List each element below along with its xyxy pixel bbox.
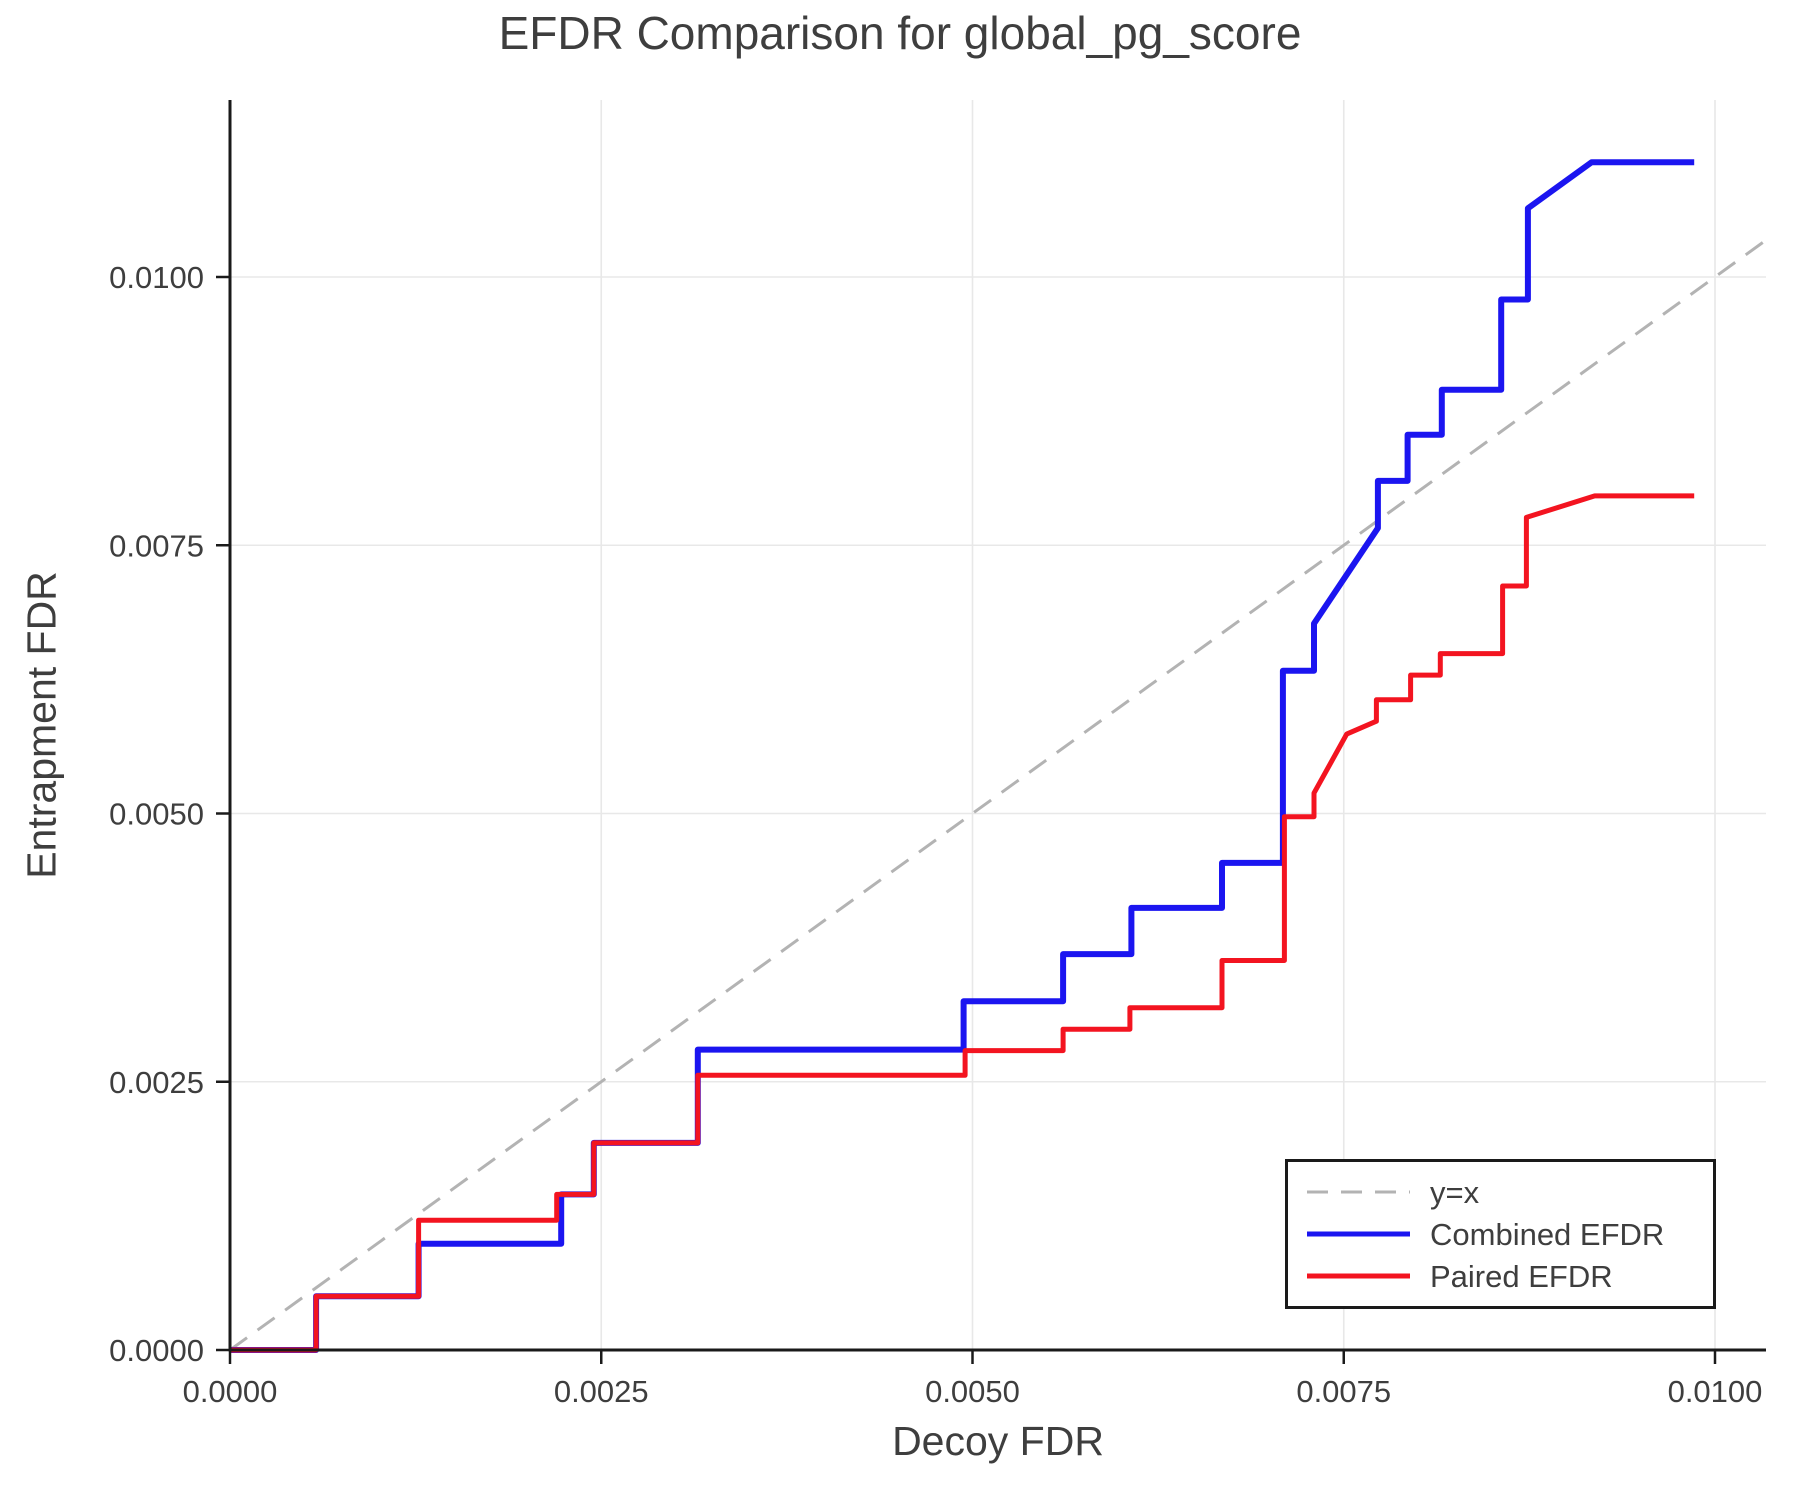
x-tick-label: 0.0050 [925, 1374, 1020, 1409]
legend-line-sample [1307, 1190, 1410, 1194]
legend-label: y=x [1430, 1174, 1480, 1210]
legend-entry: Combined EFDR [1305, 1213, 1713, 1255]
x-tick-label: 0.0100 [1668, 1374, 1763, 1409]
y-tick-label: 0.0000 [109, 1333, 204, 1368]
y-tick-label: 0.0100 [109, 260, 204, 295]
y-tick-label: 0.0050 [109, 797, 204, 832]
legend-label: Combined EFDR [1430, 1216, 1665, 1252]
y-axis-label: Entrapment FDR [18, 571, 65, 879]
legend: y=x Combined EFDR Paired EFDR [1285, 1159, 1716, 1309]
x-tick-label: 0.0025 [554, 1374, 649, 1409]
tick-labels: 0.0000 0.0025 0.0050 0.0075 0.0100 0.0000 0.00… [109, 260, 1762, 1409]
legend-line-sample [1307, 1273, 1410, 1279]
y-tick-label: 0.0025 [109, 1065, 204, 1100]
gridlines [230, 100, 1766, 1350]
axes-spines [228, 100, 1766, 1352]
legend-entry: y=x [1305, 1171, 1713, 1213]
legend-label: Paired EFDR [1430, 1258, 1613, 1294]
x-tick-label: 0.0075 [1296, 1374, 1391, 1409]
identity-line [229, 238, 1768, 1352]
y-tick-label: 0.0075 [109, 528, 204, 563]
x-axis-label: Decoy FDR [892, 1418, 1104, 1464]
tick-marks [216, 275, 1717, 1364]
combined-efdr-line [230, 159, 1695, 1353]
paired-efdr-line [230, 493, 1695, 1353]
chart-title: EFDR Comparison for global_pg_score [498, 7, 1302, 59]
legend-entry: Paired EFDR [1305, 1255, 1713, 1297]
x-tick-label: 0.0000 [183, 1374, 278, 1409]
legend-line-sample [1307, 1231, 1410, 1237]
